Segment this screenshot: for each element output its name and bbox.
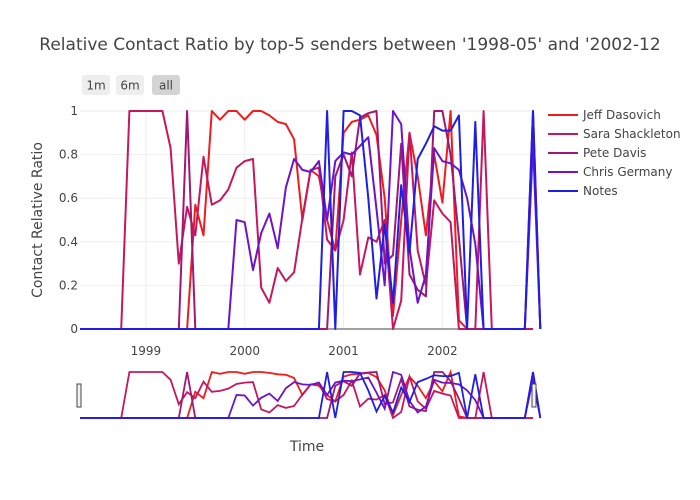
y-tick-label: 0 xyxy=(70,322,78,336)
legend-item[interactable]: Sara Shackleton xyxy=(548,127,681,141)
range-button-all[interactable]: all xyxy=(152,75,180,95)
series-line-pete-davis xyxy=(80,110,542,330)
range-slider-left-handle[interactable] xyxy=(76,383,82,408)
legend-item[interactable]: Pete Davis xyxy=(548,146,646,160)
x-tick-label: 1999 xyxy=(131,344,162,358)
legend-item[interactable]: Notes xyxy=(548,184,618,198)
y-tick-label: 0.6 xyxy=(59,191,78,205)
legend-item[interactable]: Chris Germany xyxy=(548,165,672,179)
range-button-bg xyxy=(116,75,144,95)
slider-series-line-notes xyxy=(80,371,542,419)
legend-item[interactable]: Jeff Dasovich xyxy=(548,108,661,122)
y-tick-label: 0.4 xyxy=(59,235,78,249)
range-button-1m[interactable]: 1m xyxy=(82,75,110,95)
range-slider-right-handle[interactable] xyxy=(531,383,537,408)
range-button-label: 6m xyxy=(120,79,139,93)
range-button-label: all xyxy=(159,79,173,93)
range-button-bg xyxy=(82,75,110,95)
legend: Jeff Dasovich Sara Shackleton Pete Davis Ch… xyxy=(548,108,681,198)
legend-label: Pete Davis xyxy=(583,146,646,160)
range-button-6m[interactable]: 6m xyxy=(116,75,144,95)
y-tick-label: 1 xyxy=(70,104,78,118)
y-axis-ticks: 0 0.2 0.4 0.6 0.8 1 xyxy=(59,104,78,336)
y-tick-label: 0.2 xyxy=(59,278,78,292)
range-selector: 1m 6m all xyxy=(82,75,180,95)
x-tick-label: 2001 xyxy=(328,344,359,358)
range-button-label: 1m xyxy=(86,79,105,93)
legend-label: Sara Shackleton xyxy=(583,127,681,141)
legend-label: Notes xyxy=(583,184,618,198)
x-tick-label: 2000 xyxy=(229,344,260,358)
plot-area xyxy=(80,110,542,330)
legend-label: Chris Germany xyxy=(583,165,672,179)
x-axis-title: Time xyxy=(289,439,324,455)
series-line-notes xyxy=(80,110,542,330)
range-button-bg xyxy=(152,75,180,95)
y-tick-label: 0.8 xyxy=(59,148,78,162)
range-slider[interactable] xyxy=(76,367,542,423)
x-tick-label: 2002 xyxy=(427,344,458,358)
x-axis-ticks: 1999 2000 2001 2002 xyxy=(131,344,458,358)
legend-label: Jeff Dasovich xyxy=(582,108,661,122)
y-axis-title: Contact Relative Ratio xyxy=(30,142,46,298)
slider-series-line-pete-davis xyxy=(80,371,542,419)
chart-title: Relative Contact Ratio by top-5 senders … xyxy=(39,35,660,55)
